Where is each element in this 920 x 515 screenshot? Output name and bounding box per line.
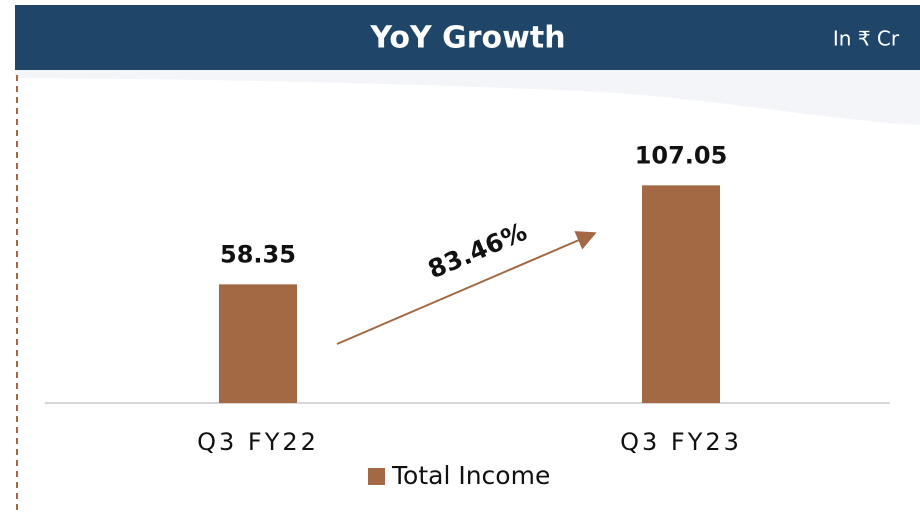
background-wave <box>15 70 920 125</box>
legend-swatch <box>368 468 385 485</box>
header-bar <box>15 5 920 70</box>
chart-title: YoY Growth <box>369 21 565 56</box>
x-tick-label: Q3 FY22 <box>197 428 319 456</box>
growth-arrow <box>336 231 597 345</box>
bar <box>642 185 720 403</box>
unit-label: In ₹ Cr <box>833 27 900 51</box>
bar <box>219 284 297 403</box>
legend-label: Total Income <box>391 461 550 490</box>
value-label: 58.35 <box>220 240 296 268</box>
x-tick-label: Q3 FY23 <box>620 428 742 456</box>
growth-annotation: 83.46% <box>424 217 531 284</box>
value-label: 107.05 <box>635 141 728 169</box>
